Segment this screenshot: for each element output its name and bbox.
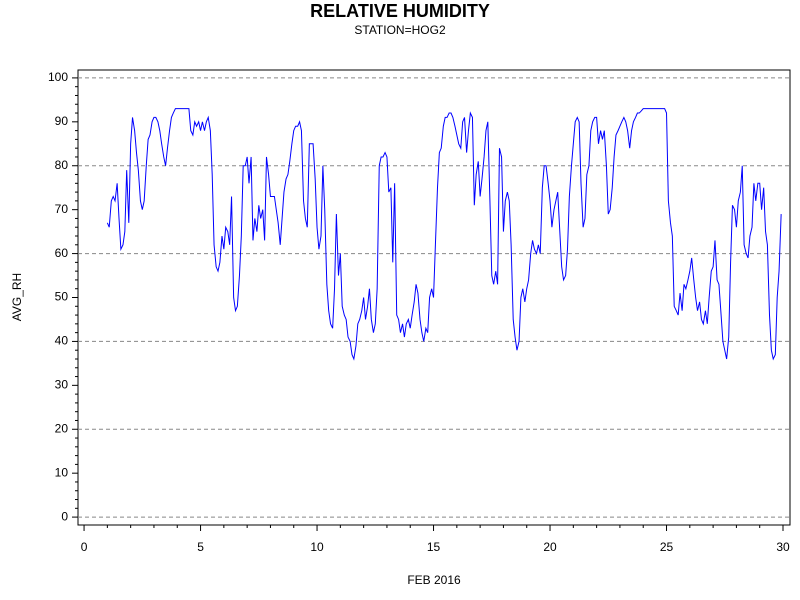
y-tick-label: 20	[55, 421, 69, 435]
y-tick-label: 100	[48, 70, 68, 84]
chart-title: RELATIVE HUMIDITY	[310, 1, 490, 21]
y-tick-label: 0	[61, 509, 68, 523]
x-tick-label: 30	[776, 540, 790, 554]
x-tick-label: 5	[197, 540, 204, 554]
data-line	[106, 108, 782, 361]
y-tick-label: 60	[55, 246, 69, 260]
y-tick-label: 80	[55, 158, 69, 172]
y-tick-label: 50	[55, 290, 69, 304]
x-axis-label: FEB 2016	[407, 573, 461, 587]
x-tick-label: 15	[427, 540, 441, 554]
y-axis-label: AVG_RH	[10, 273, 24, 321]
x-tick-label: 0	[81, 540, 88, 554]
y-tick-label: 90	[55, 114, 69, 128]
y-tick-label: 70	[55, 202, 69, 216]
chart-subtitle: STATION=HOG2	[354, 23, 446, 37]
y-tick-label: 10	[55, 465, 69, 479]
y-tick-label: 40	[55, 334, 69, 348]
y-tick-label: 30	[55, 378, 69, 392]
x-tick-label: 20	[543, 540, 557, 554]
x-tick-label: 25	[660, 540, 674, 554]
x-tick-label: 10	[310, 540, 324, 554]
